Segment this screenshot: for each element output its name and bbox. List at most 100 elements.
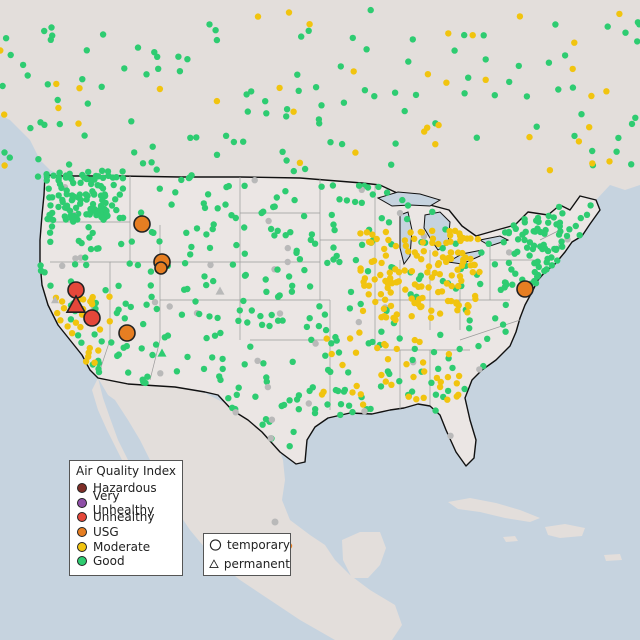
monitor-marker[interactable] <box>7 51 14 59</box>
monitor-marker[interactable] <box>372 298 379 306</box>
monitor-marker[interactable] <box>453 380 460 387</box>
monitor-marker[interactable] <box>266 322 273 330</box>
monitor-marker[interactable] <box>113 206 120 214</box>
monitor-marker[interactable] <box>312 340 319 347</box>
monitor-marker[interactable] <box>50 172 57 179</box>
monitor-marker[interactable] <box>134 261 142 269</box>
monitor-marker[interactable] <box>240 297 247 305</box>
monitor-marker[interactable] <box>116 191 124 198</box>
monitor-marker[interactable] <box>558 238 565 245</box>
monitor-marker[interactable] <box>219 355 226 363</box>
monitor-marker[interactable] <box>55 192 62 199</box>
monitor-marker[interactable] <box>431 269 438 277</box>
monitor-marker[interactable] <box>98 83 105 91</box>
monitor-marker[interactable] <box>298 33 305 40</box>
monitor-marker[interactable] <box>503 281 510 288</box>
monitor-marker[interactable] <box>290 167 297 175</box>
monitor-marker[interactable] <box>0 82 6 90</box>
monitor-marker[interactable] <box>54 96 61 104</box>
monitor-marker[interactable] <box>118 240 125 248</box>
monitor-marker[interactable] <box>380 305 388 312</box>
monitor-marker[interactable] <box>323 335 330 342</box>
monitor-marker[interactable] <box>532 280 540 287</box>
monitor-marker[interactable] <box>219 365 226 373</box>
monitor-marker[interactable] <box>49 194 56 201</box>
monitor-marker[interactable] <box>454 307 461 314</box>
monitor-marker[interactable] <box>258 209 265 217</box>
monitor-marker[interactable] <box>447 432 454 439</box>
monitor-marker[interactable] <box>148 159 155 166</box>
monitor-marker[interactable] <box>138 345 145 352</box>
monitor-marker[interactable] <box>316 120 323 127</box>
monitor-marker[interactable] <box>505 229 512 237</box>
monitor-marker[interactable] <box>421 128 428 135</box>
monitor-marker[interactable] <box>392 242 400 250</box>
monitor-marker[interactable] <box>444 373 452 381</box>
monitor-marker[interactable] <box>361 275 369 282</box>
monitor-marker[interactable] <box>156 238 163 245</box>
monitor-marker[interactable] <box>285 9 293 16</box>
monitor-marker[interactable] <box>461 385 468 393</box>
monitor-marker[interactable] <box>282 188 289 195</box>
monitor-marker[interactable] <box>388 161 395 168</box>
monitor-marker[interactable] <box>589 147 596 155</box>
monitor-marker[interactable] <box>128 118 135 125</box>
monitor-marker[interactable] <box>84 100 92 107</box>
monitor-marker[interactable] <box>82 191 90 198</box>
monitor-marker[interactable] <box>267 435 274 442</box>
monitor-marker[interactable] <box>436 271 443 278</box>
monitor-marker[interactable] <box>156 85 164 93</box>
monitor-marker[interactable] <box>417 303 424 311</box>
monitor-marker[interactable] <box>415 296 423 303</box>
monitor-marker[interactable] <box>382 228 390 236</box>
monitor-marker[interactable] <box>122 300 129 307</box>
monitor-marker[interactable] <box>79 171 86 179</box>
monitor-marker[interactable] <box>115 282 122 289</box>
monitor-marker[interactable] <box>279 148 286 155</box>
monitor-marker[interactable] <box>418 256 425 263</box>
monitor-marker[interactable] <box>274 266 281 273</box>
monitor-marker[interactable] <box>352 149 359 156</box>
monitor-marker[interactable] <box>353 382 360 390</box>
monitor-marker[interactable] <box>222 132 230 139</box>
monitor-marker[interactable] <box>424 269 431 276</box>
monitor-marker[interactable] <box>143 71 150 78</box>
monitor-marker[interactable] <box>403 215 411 223</box>
monitor-marker[interactable] <box>232 214 239 222</box>
monitor-marker[interactable] <box>432 141 439 148</box>
monitor-marker[interactable] <box>428 379 435 386</box>
monitor-marker[interactable] <box>411 336 418 344</box>
monitor-marker[interactable] <box>443 79 450 86</box>
monitor-marker[interactable] <box>80 296 87 303</box>
monitor-marker[interactable] <box>367 6 374 14</box>
monitor-marker[interactable] <box>437 331 444 338</box>
monitor-marker[interactable] <box>48 24 55 31</box>
monitor-marker[interactable] <box>475 342 482 350</box>
monitor-marker[interactable] <box>402 286 409 293</box>
monitor-marker[interactable] <box>435 365 442 372</box>
monitor-marker[interactable] <box>357 391 364 398</box>
monitor-marker[interactable] <box>276 84 283 92</box>
monitor-marker[interactable] <box>284 244 291 252</box>
monitor-marker[interactable] <box>153 166 160 173</box>
monitor-marker[interactable] <box>324 259 331 267</box>
monitor-marker[interactable] <box>68 215 76 222</box>
monitor-marker[interactable] <box>484 335 491 342</box>
monitor-marker[interactable] <box>476 268 483 276</box>
monitor-marker[interactable] <box>541 244 548 251</box>
monitor-marker[interactable] <box>262 416 270 423</box>
monitor-marker[interactable] <box>427 314 435 321</box>
monitor-marker[interactable] <box>508 266 515 273</box>
monitor-marker[interactable] <box>512 270 519 277</box>
monitor-marker[interactable] <box>385 219 393 226</box>
monitor-marker[interactable] <box>358 199 365 206</box>
monitor-marker[interactable] <box>444 297 452 305</box>
monitor-marker[interactable] <box>86 344 94 352</box>
monitor-marker[interactable] <box>161 334 168 341</box>
monitor-marker[interactable] <box>425 263 433 270</box>
monitor-marker[interactable] <box>444 396 451 403</box>
monitor-marker[interactable] <box>213 97 221 105</box>
monitor-marker[interactable] <box>296 159 304 166</box>
monitor-marker[interactable] <box>166 303 173 310</box>
monitor-marker[interactable] <box>392 140 399 147</box>
